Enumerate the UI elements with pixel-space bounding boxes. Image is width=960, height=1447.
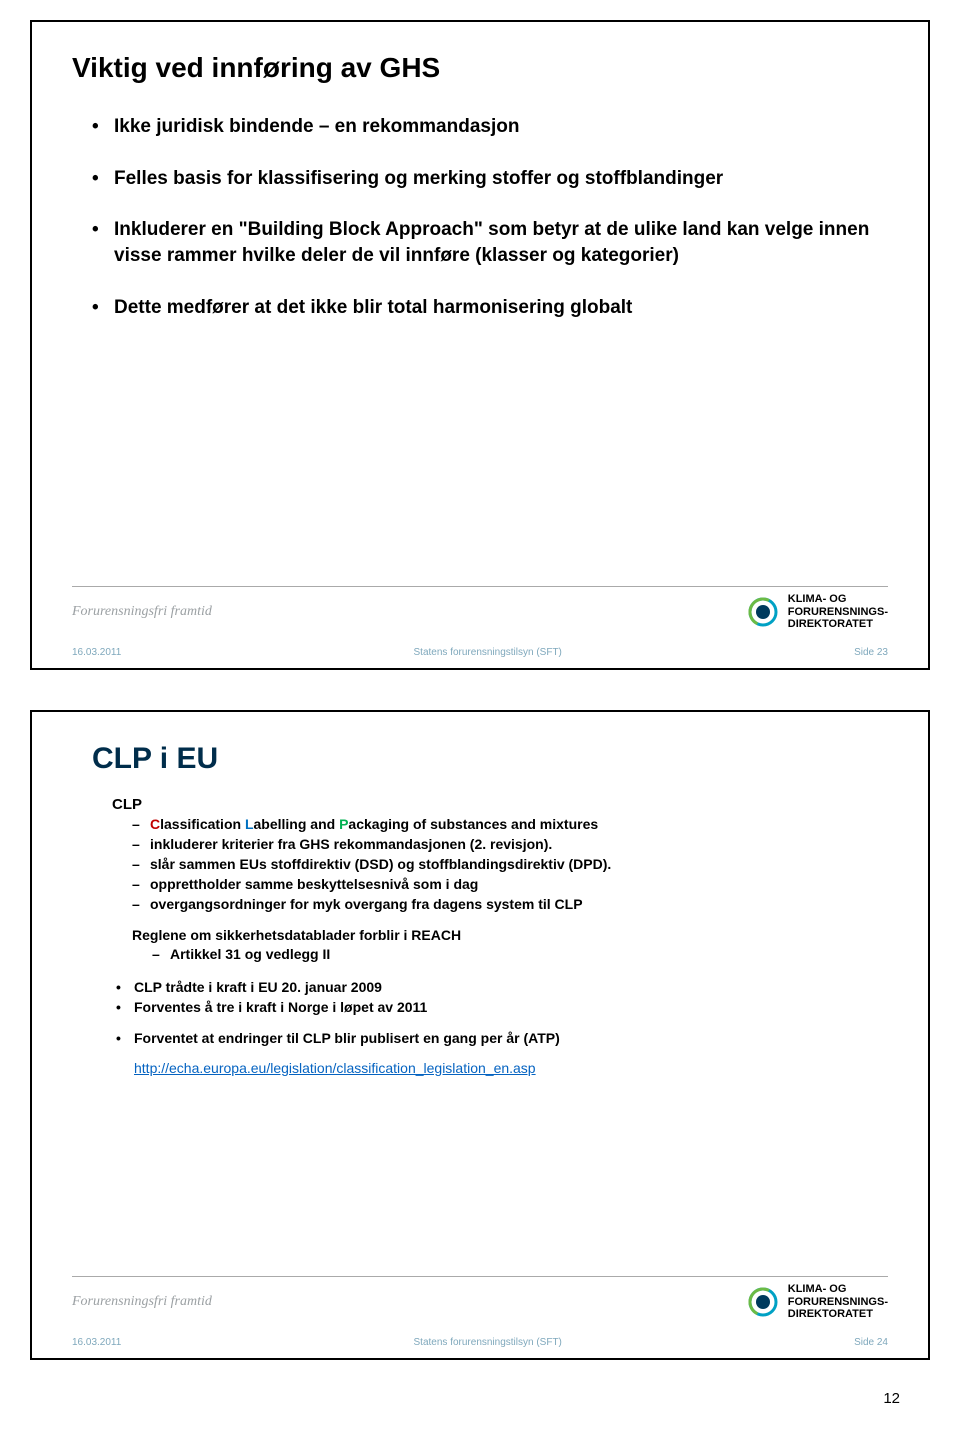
bullet-item: Forventet at endringer til CLP blir publ… — [112, 1029, 888, 1048]
echa-link[interactable]: http://echa.europa.eu/legislation/classi… — [134, 1060, 888, 1076]
bullet-item: CLP trådte i kraft i EU 20. januar 2009 — [112, 978, 888, 997]
clp-label: CLP — [112, 796, 888, 813]
dash-item: overgangsordninger for myk overgang fra … — [132, 895, 888, 914]
tagline: Forurensningsfri framtid — [72, 604, 212, 620]
bullet-list-atp: Forventet at endringer til CLP blir publ… — [112, 1029, 888, 1048]
bullet-list: Ikke juridisk bindende – en rekommandasj… — [92, 114, 888, 320]
separator — [72, 586, 888, 587]
meta-row: 16.03.2011 Statens forurensningstilsyn (… — [72, 647, 888, 658]
separator — [72, 1276, 888, 1277]
footer-date: 16.03.2011 — [72, 1337, 121, 1348]
slide-footer: Forurensningsfri framtid KLIMA- OG FORUR… — [72, 1256, 888, 1348]
dash-item: inkluderer kriterier fra GHS rekommandas… — [132, 835, 888, 854]
bullet-item: Inkluderer en "Building Block Approach" … — [92, 217, 888, 268]
bullet-item: Ikke juridisk bindende – en rekommandasj… — [92, 114, 888, 140]
dash-item: Artikkel 31 og vedlegg II — [152, 945, 888, 964]
bullet-list-dates: CLP trådte i kraft i EU 20. januar 2009 … — [112, 978, 888, 1017]
slide-heading: CLP i EU — [92, 742, 888, 776]
reach-heading: Reglene om sikkerhetsdatablader forblir … — [132, 927, 888, 943]
slide-footer: Forurensningsfri framtid KLIMA- OG FORUR… — [72, 566, 888, 658]
org-logo: KLIMA- OG FORURENSNINGS- DIREKTORATET — [746, 1283, 888, 1321]
slide-body: CLP Classification Labelling and Packagi… — [112, 796, 888, 1076]
dash-list-clp: Classification Labelling and Packaging o… — [132, 815, 888, 913]
footer-source: Statens forurensningstilsyn (SFT) — [414, 1337, 562, 1348]
dash-item: Classification Labelling and Packaging o… — [132, 815, 888, 834]
tagline-row: Forurensningsfri framtid KLIMA- OG FORUR… — [72, 1283, 888, 1321]
globe-icon — [746, 1285, 780, 1319]
slide-1: Viktig ved innføring av GHS Ikke juridis… — [30, 20, 930, 670]
tagline: Forurensningsfri framtid — [72, 1294, 212, 1310]
bullet-item: Felles basis for klassifisering og merki… — [92, 166, 888, 192]
footer-source: Statens forurensningstilsyn (SFT) — [414, 647, 562, 658]
bullet-item: Dette medfører at det ikke blir total ha… — [92, 295, 888, 321]
dash-item: opprettholder samme beskyttelsesnivå som… — [132, 875, 888, 894]
org-logo: KLIMA- OG FORURENSNINGS- DIREKTORATET — [746, 593, 888, 631]
org-name: KLIMA- OG FORURENSNINGS- DIREKTORATET — [788, 1283, 888, 1321]
org-name: KLIMA- OG FORURENSNINGS- DIREKTORATET — [788, 593, 888, 631]
meta-row: 16.03.2011 Statens forurensningstilsyn (… — [72, 1337, 888, 1348]
footer-page: Side 24 — [854, 1337, 888, 1348]
slide-title: Viktig ved innføring av GHS — [72, 52, 888, 84]
dash-list-reach: Artikkel 31 og vedlegg II — [152, 945, 888, 964]
page-number: 12 — [30, 1390, 930, 1407]
slide-2: CLP i EU CLP Classification Labelling an… — [30, 710, 930, 1360]
footer-page: Side 23 — [854, 647, 888, 658]
dash-item: slår sammen EUs stoffdirektiv (DSD) og s… — [132, 855, 888, 874]
bullet-item: Forventes å tre i kraft i Norge i løpet … — [112, 998, 888, 1017]
tagline-row: Forurensningsfri framtid KLIMA- OG FORUR… — [72, 593, 888, 631]
document-page: Viktig ved innføring av GHS Ikke juridis… — [0, 0, 960, 1417]
globe-icon — [746, 595, 780, 629]
footer-date: 16.03.2011 — [72, 647, 121, 658]
